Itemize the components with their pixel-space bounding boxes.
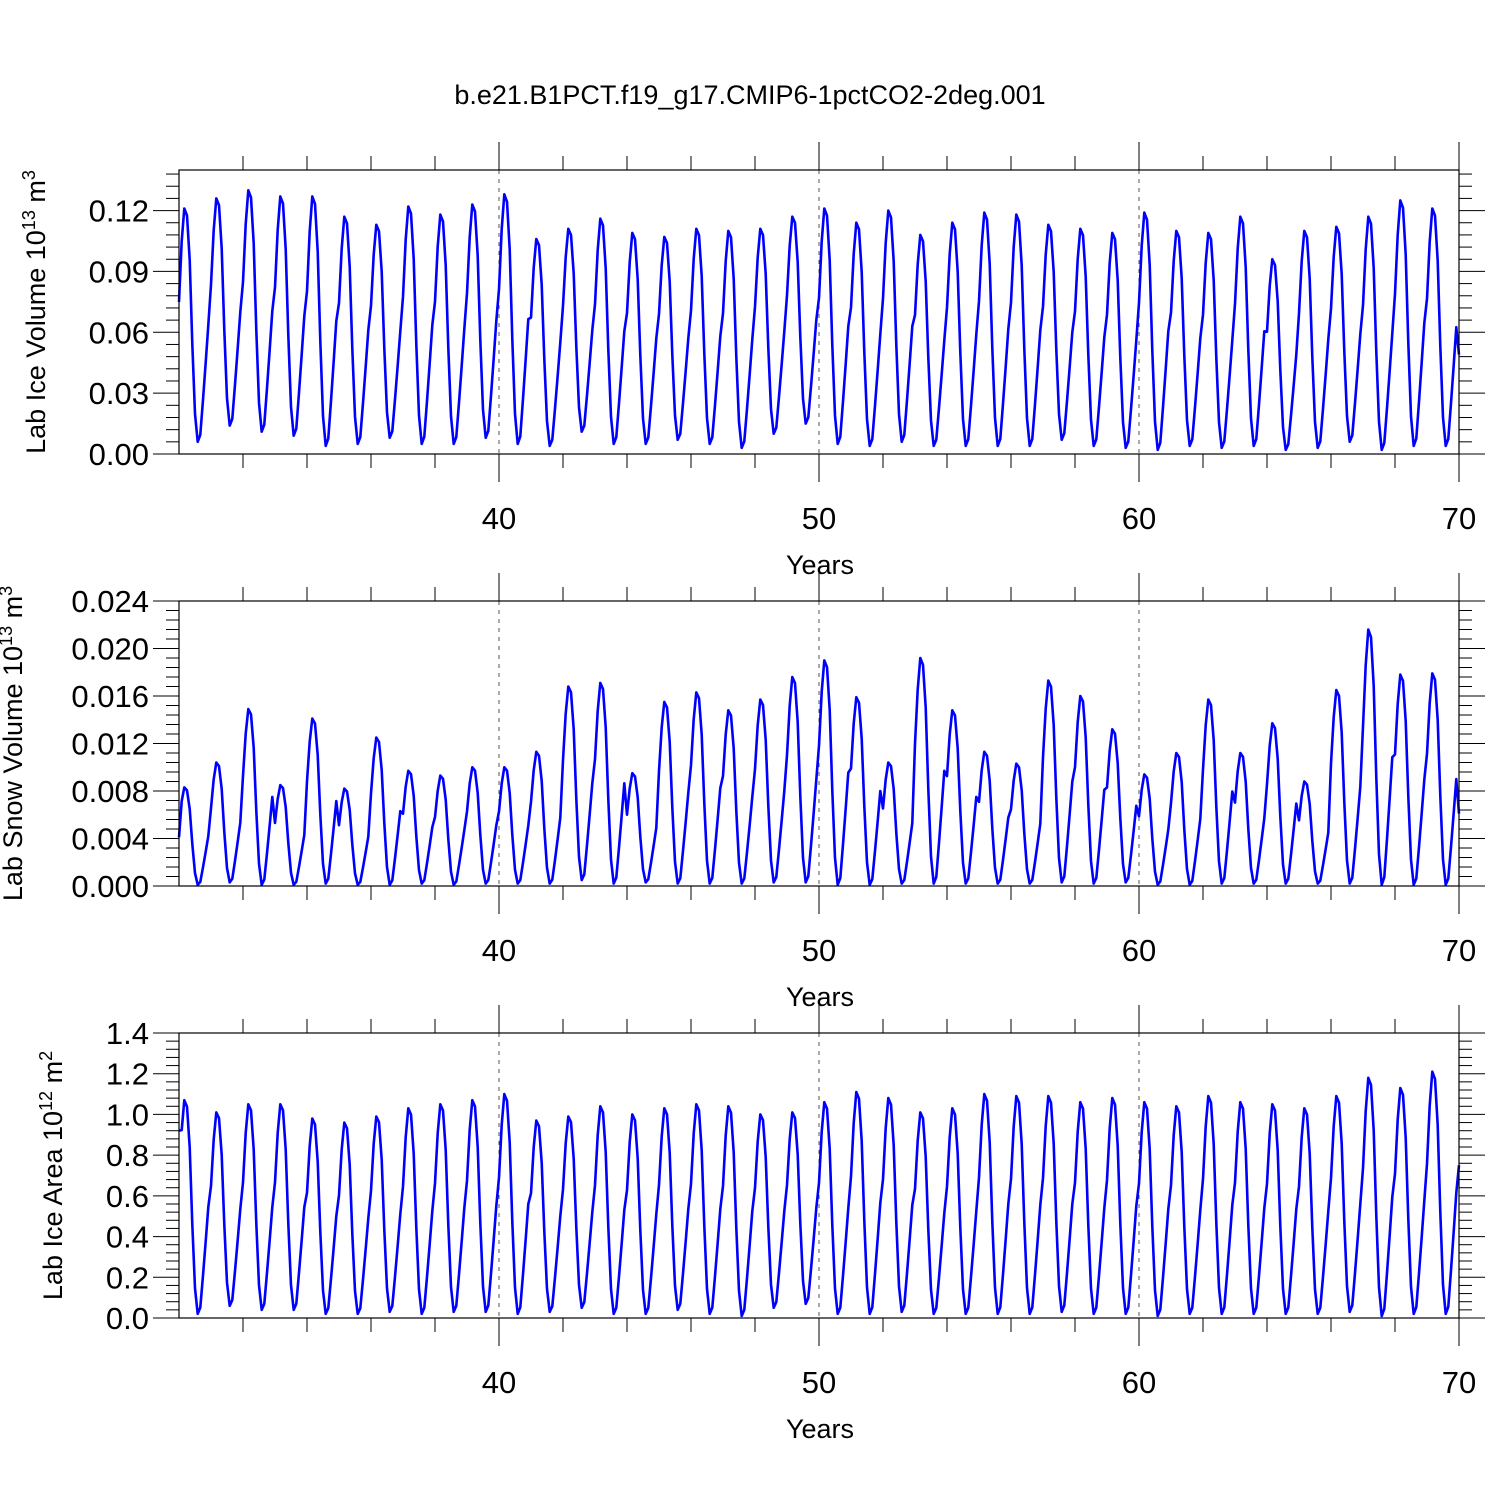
- y-axis-label-superscript: 3: [19, 170, 39, 180]
- y-axis-label-superscript: 2: [36, 1051, 56, 1061]
- y-tick-label: 0.8: [106, 1138, 149, 1173]
- y-tick-label: 0.12: [89, 194, 149, 229]
- panel-2: 40 50 60 70 0.000 0.004 0.008 0.012 0.016 0.020 0.…: [0, 573, 1485, 1012]
- y-tick-label: 0.004: [71, 822, 149, 857]
- x-tick-label: 70: [1442, 933, 1476, 968]
- x-tick-label: 50: [802, 933, 836, 968]
- y-axis-label-part: m: [0, 596, 28, 626]
- y-tick-label: 0.00: [89, 437, 149, 472]
- x-tick-label: 50: [802, 501, 836, 536]
- y-tick-label: 0.0: [106, 1301, 149, 1336]
- x-tick-label: 60: [1122, 933, 1156, 968]
- x-tick-label: 40: [482, 1365, 516, 1400]
- y-tick-label: 0.03: [89, 376, 149, 411]
- y-tick-label: 0.024: [71, 584, 149, 619]
- series-line: [177, 628, 1461, 887]
- y-tick-label: 0.012: [71, 727, 149, 762]
- panel-1: 40 50 60 70 0.00 0.03 0.06 0.09 0.12 Years Lab Ice…: [19, 142, 1485, 580]
- y-axis-label-superscript: 3: [0, 586, 16, 596]
- y-tick-label: 0.4: [106, 1220, 149, 1255]
- y-axis-label: Lab Ice Area 1012 m2: [36, 1051, 68, 1300]
- y-axis-label-part: Lab Ice Volume 10: [21, 230, 51, 454]
- x-tick-label: 40: [482, 933, 516, 968]
- series-line: [177, 189, 1461, 452]
- panel-3: 40 50 60 70 0.0 0.2 0.4 0.6 0.8 1.0 1.2 1.4 Years Lab…: [36, 1005, 1485, 1444]
- y-axis-label-part: Lab Ice Area 10: [38, 1111, 68, 1300]
- x-tick-label: 70: [1442, 501, 1476, 536]
- y-tick-label: 0.2: [106, 1260, 149, 1295]
- chart-title: b.e21.B1PCT.f19_g17.CMIP6-1pctCO2-2deg.0…: [454, 80, 1046, 110]
- y-axis-label-superscript: 13: [19, 210, 39, 230]
- y-tick-label: 0.020: [71, 632, 149, 667]
- x-tick-label: 60: [1122, 501, 1156, 536]
- x-axis-label: Years: [786, 550, 854, 580]
- x-tick-label: 70: [1442, 1365, 1476, 1400]
- x-axis-label: Years: [786, 982, 854, 1012]
- y-tick-label: 0.06: [89, 315, 149, 350]
- y-tick-label: 0.000: [71, 869, 149, 904]
- x-tick-label: 60: [1122, 1365, 1156, 1400]
- y-tick-label: 1.2: [106, 1057, 149, 1092]
- y-tick-label: 0.6: [106, 1179, 149, 1214]
- y-axis-label-part: m: [21, 180, 51, 210]
- y-axis-label-part: Lab Snow Volume 10: [0, 646, 28, 901]
- y-tick-label: 1.4: [106, 1016, 149, 1051]
- y-axis-label-part: m: [38, 1061, 68, 1091]
- x-axis-label: Years: [786, 1414, 854, 1444]
- y-axis-label: Lab Snow Volume 1013 m3: [0, 586, 28, 901]
- x-tick-label: 40: [482, 501, 516, 536]
- y-axis-label-superscript: 13: [0, 626, 16, 646]
- y-tick-label: 0.008: [71, 774, 149, 809]
- y-tick-label: 1.0: [106, 1097, 149, 1132]
- y-axis-label: Lab Ice Volume 1013 m3: [19, 170, 51, 454]
- y-tick-label: 0.016: [71, 679, 149, 714]
- x-tick-label: 50: [802, 1365, 836, 1400]
- y-axis-label-superscript: 12: [36, 1091, 56, 1111]
- series-line: [178, 1070, 1461, 1318]
- y-tick-label: 0.09: [89, 254, 149, 289]
